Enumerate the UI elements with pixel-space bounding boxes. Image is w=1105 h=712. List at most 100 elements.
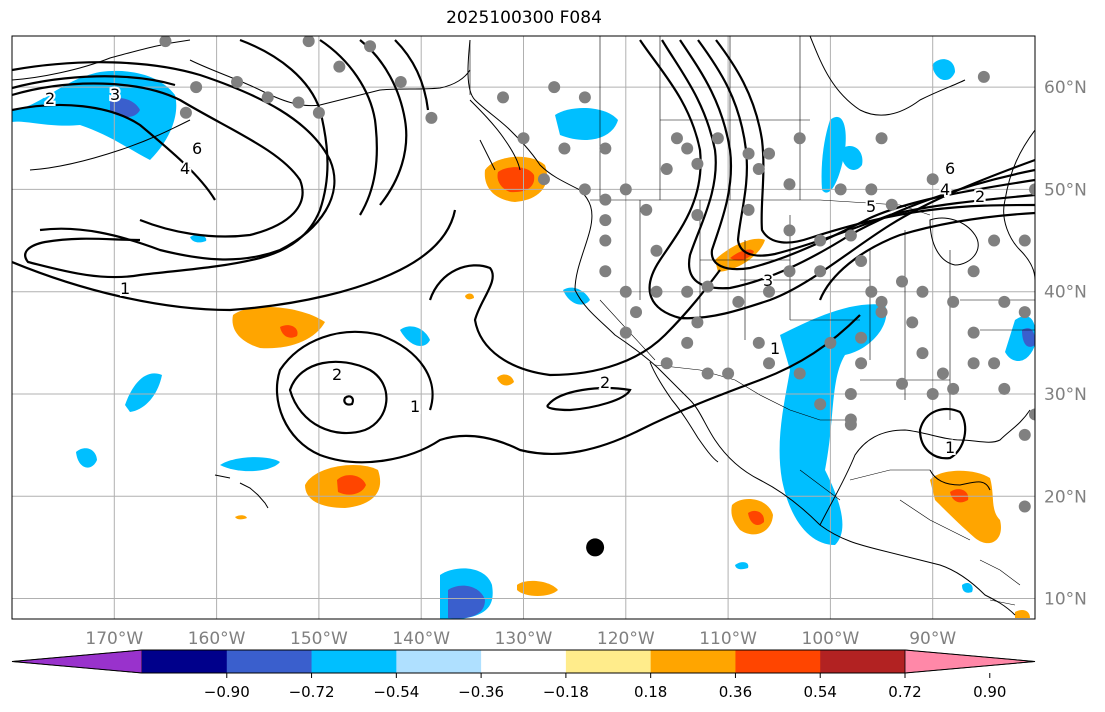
negative-anomaly-region [779, 304, 887, 545]
station-marker [1029, 408, 1035, 421]
station-marker [681, 285, 694, 298]
station-marker [537, 173, 550, 186]
positive-anomaly-region [497, 167, 535, 193]
station-marker [763, 147, 776, 160]
station-marker [660, 357, 673, 370]
longitude-label: 170°W [85, 629, 143, 649]
station-marker [732, 295, 745, 308]
negative-anomaly-region [840, 145, 863, 170]
station-marker [977, 70, 990, 83]
longitude-label: 110°W [699, 629, 757, 649]
positive-anomaly-region [748, 510, 765, 525]
station-marker [497, 91, 510, 104]
station-marker [844, 387, 857, 400]
contour-label: 4 [180, 159, 190, 178]
station-markers [159, 36, 1061, 513]
station-marker [619, 326, 632, 339]
negative-anomaly-region [448, 585, 485, 619]
contour-line [12, 61, 336, 261]
positive-anomaly-region [497, 374, 514, 386]
contour-label: 1 [945, 438, 955, 457]
contour-label: 3 [763, 271, 773, 290]
station-marker [855, 357, 868, 370]
contour-line [359, 39, 408, 206]
colorbar-segment [396, 650, 482, 673]
station-marker [875, 306, 888, 319]
station-marker [896, 275, 909, 288]
station-marker [967, 265, 980, 278]
contour-label: 2 [332, 365, 342, 384]
coastlines [12, 36, 1035, 616]
station-marker [1049, 255, 1061, 267]
station-marker [742, 147, 755, 160]
station-marker [814, 265, 827, 278]
negative-anomaly-region [76, 448, 97, 468]
contour-line [24, 38, 329, 279]
station-marker [681, 336, 694, 349]
station-marker [302, 36, 315, 48]
coastline-aleutians [29, 119, 191, 171]
contour-label: 2 [600, 373, 610, 392]
station-marker [1018, 428, 1031, 441]
coastline-yucatan [929, 469, 991, 491]
negative-anomaly-region [220, 457, 280, 472]
station-marker [722, 367, 735, 380]
contour-label: 6 [945, 159, 955, 178]
station-marker [312, 106, 325, 119]
station-marker [793, 132, 806, 145]
colorbar-tick-label: 0.54 [804, 683, 837, 701]
coastline-hudson-bay [809, 36, 966, 116]
station-marker [650, 244, 663, 257]
station-marker [261, 91, 274, 104]
station-marker [947, 295, 960, 308]
latitude-tick-labels: 60°N 50°N 40°N 30°N 20°N 10°N [1044, 78, 1087, 609]
station-marker [936, 367, 949, 380]
station-marker [988, 357, 1001, 370]
contour-label: 5 [866, 197, 876, 216]
station-marker [691, 316, 704, 329]
border-us-mexico [654, 364, 845, 421]
contour-line [275, 314, 861, 464]
coastline-baja [649, 361, 719, 463]
station-marker [670, 132, 683, 145]
latitude-label: 30°N [1044, 385, 1087, 405]
contour-line [639, 39, 1035, 320]
islands [214, 99, 521, 509]
station-marker [926, 387, 939, 400]
latitude-label: 10°N [1044, 590, 1087, 610]
contour-line [679, 39, 1035, 271]
positive-anomaly-region [465, 293, 474, 300]
contour-label: 3 [110, 85, 120, 104]
colorbar-segment [820, 650, 906, 673]
latitude-label: 20°N [1044, 487, 1087, 507]
contour-label: 2 [975, 187, 985, 206]
colorbar-tick-label: −0.90 [204, 683, 250, 701]
longitude-label: 130°W [495, 629, 553, 649]
colorbar-segment [311, 650, 397, 673]
colorbar-segment [142, 650, 228, 673]
positive-anomaly-region [930, 470, 1001, 544]
station-marker [875, 295, 888, 308]
station-marker [660, 162, 673, 175]
longitude-label: 150°W [290, 629, 348, 649]
station-marker [711, 132, 724, 145]
station-marker [630, 306, 643, 319]
station-marker [701, 367, 714, 380]
colorbar-tick-label: 0.18 [634, 683, 667, 701]
station-marker [855, 255, 868, 268]
location-marker [586, 538, 605, 557]
station-marker [967, 357, 980, 370]
contour-line [288, 360, 388, 435]
station-marker [763, 357, 776, 370]
station-marker [834, 183, 847, 196]
colorbar-segment [226, 650, 313, 673]
contour-line [12, 103, 216, 201]
station-marker [333, 60, 346, 73]
station-marker [998, 382, 1011, 395]
negative-anomaly-region [400, 326, 430, 346]
contour-label: 2 [45, 89, 55, 108]
negative-anomaly-region [1005, 316, 1035, 361]
contour-label: 4 [940, 180, 950, 199]
station-marker [916, 347, 929, 360]
station-marker [855, 331, 868, 344]
